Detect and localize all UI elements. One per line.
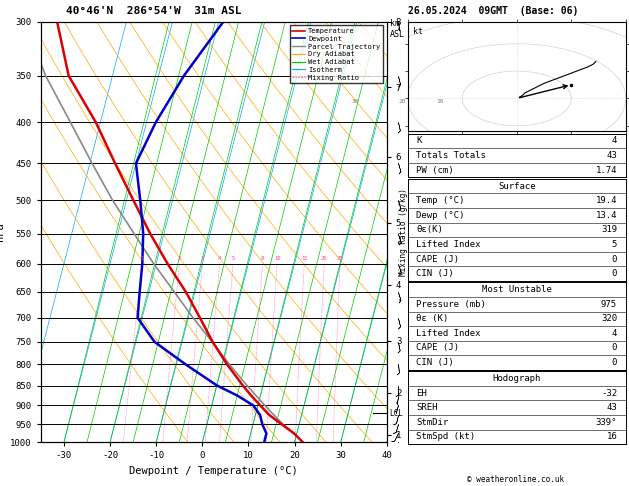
Text: -32: -32 bbox=[601, 389, 617, 398]
Text: Lifted Index: Lifted Index bbox=[416, 240, 481, 249]
Text: 30: 30 bbox=[352, 99, 360, 104]
Text: CAPE (J): CAPE (J) bbox=[416, 255, 459, 263]
Text: 0: 0 bbox=[612, 269, 617, 278]
Text: 15: 15 bbox=[301, 256, 308, 260]
Text: 0: 0 bbox=[612, 358, 617, 367]
Text: Surface: Surface bbox=[498, 182, 535, 191]
Text: Temp (°C): Temp (°C) bbox=[416, 196, 465, 205]
Text: kt: kt bbox=[413, 27, 423, 36]
Text: 16: 16 bbox=[606, 433, 617, 441]
Text: 20: 20 bbox=[321, 256, 328, 260]
Text: 19.4: 19.4 bbox=[596, 196, 617, 205]
Text: Totals Totals: Totals Totals bbox=[416, 151, 486, 160]
Text: 4: 4 bbox=[612, 137, 617, 145]
Text: Lifted Index: Lifted Index bbox=[416, 329, 481, 338]
Text: 25: 25 bbox=[337, 256, 343, 260]
Text: 1: 1 bbox=[140, 256, 143, 260]
Legend: Temperature, Dewpoint, Parcel Trajectory, Dry Adiabat, Wet Adiabat, Isotherm, Mi: Temperature, Dewpoint, Parcel Trajectory… bbox=[289, 25, 383, 83]
Text: θε(K): θε(K) bbox=[416, 226, 443, 234]
Text: EH: EH bbox=[416, 389, 427, 398]
Text: 8: 8 bbox=[261, 256, 264, 260]
Text: 975: 975 bbox=[601, 300, 617, 309]
Text: 20: 20 bbox=[398, 99, 406, 104]
X-axis label: Dewpoint / Temperature (°C): Dewpoint / Temperature (°C) bbox=[130, 466, 298, 476]
Text: 1.74: 1.74 bbox=[596, 166, 617, 174]
Text: CIN (J): CIN (J) bbox=[416, 358, 454, 367]
Text: 43: 43 bbox=[606, 403, 617, 412]
Text: Most Unstable: Most Unstable bbox=[482, 285, 552, 294]
Text: LCL: LCL bbox=[389, 409, 403, 417]
Text: Mixing Ratio (g/kg): Mixing Ratio (g/kg) bbox=[399, 188, 408, 276]
Text: 43: 43 bbox=[606, 151, 617, 160]
Text: 13.4: 13.4 bbox=[596, 211, 617, 220]
Text: 10: 10 bbox=[274, 256, 281, 260]
Text: © weatheronline.co.uk: © weatheronline.co.uk bbox=[467, 474, 564, 484]
Text: 4: 4 bbox=[612, 329, 617, 338]
Y-axis label: hPa: hPa bbox=[0, 223, 5, 242]
Text: 26.05.2024  09GMT  (Base: 06): 26.05.2024 09GMT (Base: 06) bbox=[408, 6, 578, 16]
Text: CAPE (J): CAPE (J) bbox=[416, 344, 459, 352]
Text: 5: 5 bbox=[231, 256, 235, 260]
Text: 10: 10 bbox=[437, 99, 444, 104]
Text: SREH: SREH bbox=[416, 403, 438, 412]
Text: PW (cm): PW (cm) bbox=[416, 166, 454, 174]
Text: km
ASL: km ASL bbox=[390, 19, 405, 39]
Text: Pressure (mb): Pressure (mb) bbox=[416, 300, 486, 309]
Text: 3: 3 bbox=[201, 256, 204, 260]
Text: StmSpd (kt): StmSpd (kt) bbox=[416, 433, 476, 441]
Text: K: K bbox=[416, 137, 421, 145]
Text: 319: 319 bbox=[601, 226, 617, 234]
Text: 2: 2 bbox=[178, 256, 181, 260]
Text: Dewp (°C): Dewp (°C) bbox=[416, 211, 465, 220]
Text: 0: 0 bbox=[612, 344, 617, 352]
Text: 339°: 339° bbox=[596, 418, 617, 427]
Text: 40°46'N  286°54'W  31m ASL: 40°46'N 286°54'W 31m ASL bbox=[66, 6, 242, 16]
Text: CIN (J): CIN (J) bbox=[416, 269, 454, 278]
Text: 5: 5 bbox=[612, 240, 617, 249]
Text: θε (K): θε (K) bbox=[416, 314, 448, 323]
Text: StmDir: StmDir bbox=[416, 418, 448, 427]
Text: Hodograph: Hodograph bbox=[493, 374, 541, 383]
Text: 320: 320 bbox=[601, 314, 617, 323]
Text: 0: 0 bbox=[612, 255, 617, 263]
Text: 4: 4 bbox=[218, 256, 221, 260]
